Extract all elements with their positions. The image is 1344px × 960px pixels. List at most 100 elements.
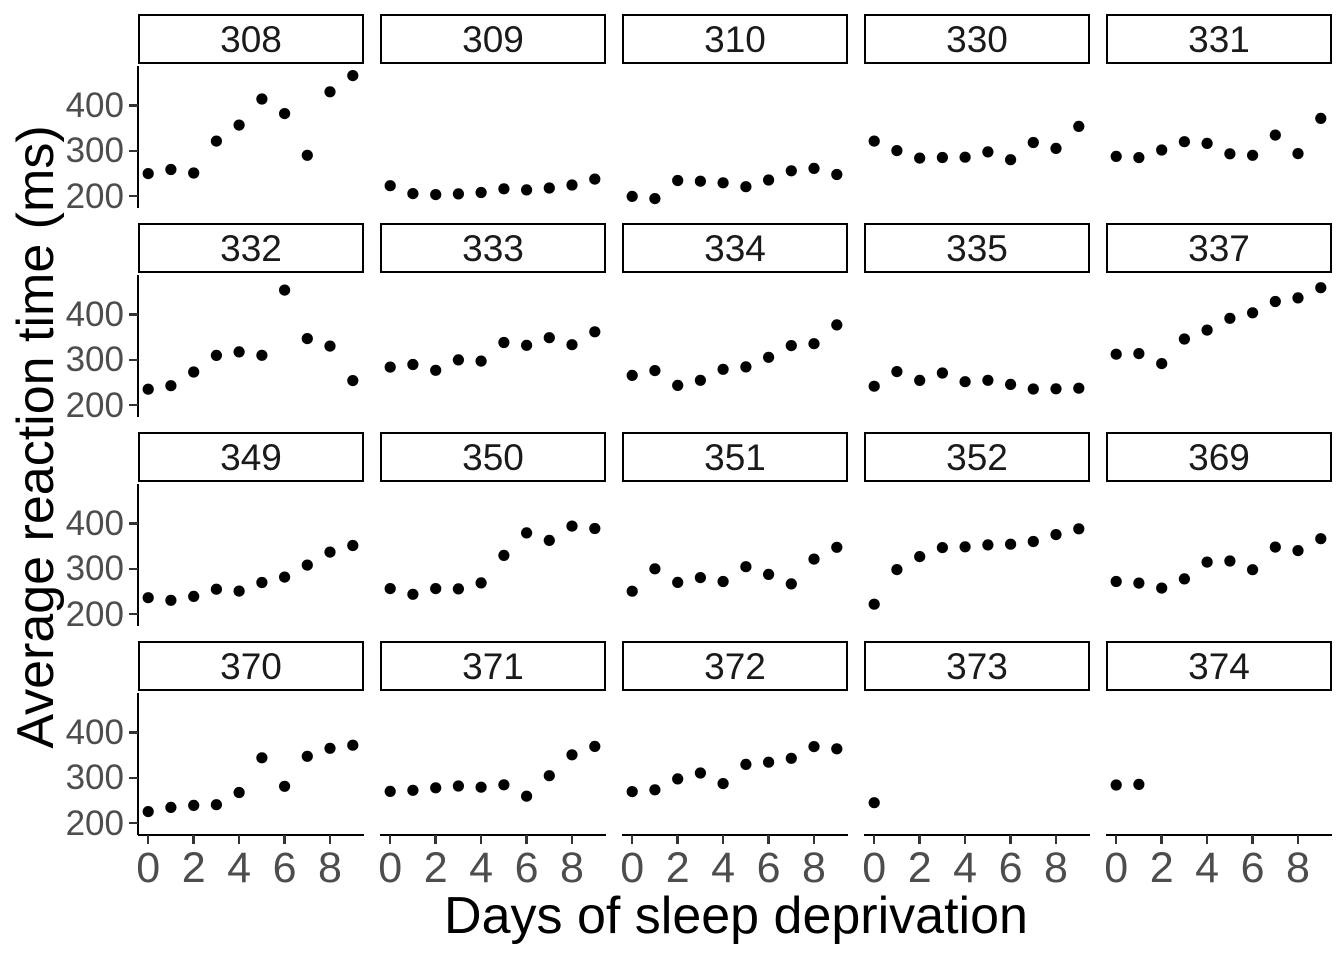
y-axis-line xyxy=(136,693,140,835)
data-point xyxy=(430,583,442,595)
x-tick-label: 6 xyxy=(1240,844,1265,892)
facet-panel-309 xyxy=(380,66,606,208)
y-tick-label: 300 xyxy=(65,340,124,380)
data-point xyxy=(301,559,313,571)
data-point xyxy=(914,152,926,164)
y-axis-title: Average reaction time (ms) xyxy=(7,125,65,749)
data-point xyxy=(1005,538,1017,550)
data-point xyxy=(1269,129,1281,141)
data-point xyxy=(384,361,396,373)
x-tick-mark xyxy=(676,835,679,844)
x-tick-label: 2 xyxy=(423,844,448,892)
data-point xyxy=(165,594,177,606)
data-point xyxy=(694,374,706,386)
data-point xyxy=(740,181,752,193)
data-point xyxy=(626,585,638,597)
scatter-points-335 xyxy=(868,366,1085,395)
data-point xyxy=(1201,556,1213,568)
scatter-points-373 xyxy=(868,797,880,809)
x-tick-mark xyxy=(1054,835,1058,844)
data-point xyxy=(566,179,578,191)
data-point xyxy=(763,568,775,580)
facet-strip-label: 372 xyxy=(704,645,766,687)
facet-panel-337 xyxy=(1106,275,1332,417)
data-point xyxy=(649,563,661,575)
data-point xyxy=(868,380,880,392)
y-tick-mark xyxy=(129,776,138,780)
data-point xyxy=(498,336,510,349)
data-point xyxy=(1178,136,1190,148)
data-point xyxy=(891,564,903,576)
facet-strip-label: 330 xyxy=(946,18,1008,60)
facet-strip-label: 374 xyxy=(1188,645,1250,687)
x-tick-mark xyxy=(434,835,437,844)
data-point xyxy=(831,168,843,181)
x-axis-line xyxy=(1106,833,1332,837)
y-tick-mark xyxy=(129,403,138,407)
data-point xyxy=(763,756,775,768)
data-point xyxy=(1292,292,1304,304)
y-tick-label: 200 xyxy=(65,803,124,843)
data-point xyxy=(1133,778,1145,790)
facet-strip-309: 309 xyxy=(380,14,606,64)
data-point xyxy=(831,743,843,755)
y-tick-label: 200 xyxy=(65,594,124,634)
data-point xyxy=(279,571,291,583)
data-point xyxy=(210,583,222,595)
facet-strip-351: 351 xyxy=(622,432,848,482)
data-point xyxy=(785,340,797,352)
data-point xyxy=(475,781,487,793)
data-point xyxy=(1073,382,1085,394)
facet-strip-332: 332 xyxy=(138,223,364,273)
x-tick-label: 8 xyxy=(318,844,342,892)
data-point xyxy=(914,374,926,386)
x-tick-mark xyxy=(237,835,241,844)
x-tick-mark xyxy=(872,835,876,844)
scatter-points-330 xyxy=(868,120,1085,166)
facet-strip-label: 335 xyxy=(946,227,1008,269)
data-point xyxy=(452,354,464,366)
y-tick-label: 300 xyxy=(65,549,124,589)
facet-strip-352: 352 xyxy=(864,432,1090,482)
data-point xyxy=(279,108,291,120)
data-point xyxy=(1110,150,1122,162)
data-point xyxy=(142,592,154,604)
data-point xyxy=(1178,333,1190,345)
x-tick-label: 2 xyxy=(1149,844,1174,892)
data-point xyxy=(1224,312,1236,324)
scatter-points-351 xyxy=(626,541,843,597)
data-point xyxy=(1224,148,1236,160)
data-point xyxy=(521,527,533,539)
data-point xyxy=(347,739,359,751)
data-point xyxy=(1027,383,1039,395)
x-tick-label: 6 xyxy=(272,844,297,892)
x-tick-label: 4 xyxy=(711,844,736,892)
data-point xyxy=(717,363,729,375)
data-point xyxy=(256,349,268,361)
data-point xyxy=(384,785,396,797)
data-point xyxy=(543,770,555,782)
facet-panel-349: 200 300 400 xyxy=(66,484,364,632)
scatter-points-309 xyxy=(384,173,601,201)
y-tick-label: 200 xyxy=(65,385,124,425)
data-point xyxy=(763,174,775,186)
x-tick-label: 8 xyxy=(1044,844,1068,892)
data-point xyxy=(256,93,268,105)
data-point xyxy=(808,553,820,565)
x-axis-line xyxy=(380,833,606,837)
data-point xyxy=(142,806,154,818)
data-point xyxy=(452,780,464,792)
data-point xyxy=(1156,144,1168,156)
data-point xyxy=(717,177,729,189)
x-tick-label: 4 xyxy=(469,844,494,892)
data-point xyxy=(301,333,313,345)
data-point xyxy=(1027,535,1039,548)
data-point xyxy=(188,590,200,602)
data-point xyxy=(566,749,578,761)
facet-panel-332: 200 300 400 xyxy=(66,275,364,423)
facet-panel-369 xyxy=(1106,484,1332,626)
data-point xyxy=(1224,555,1236,567)
data-point xyxy=(475,186,487,199)
